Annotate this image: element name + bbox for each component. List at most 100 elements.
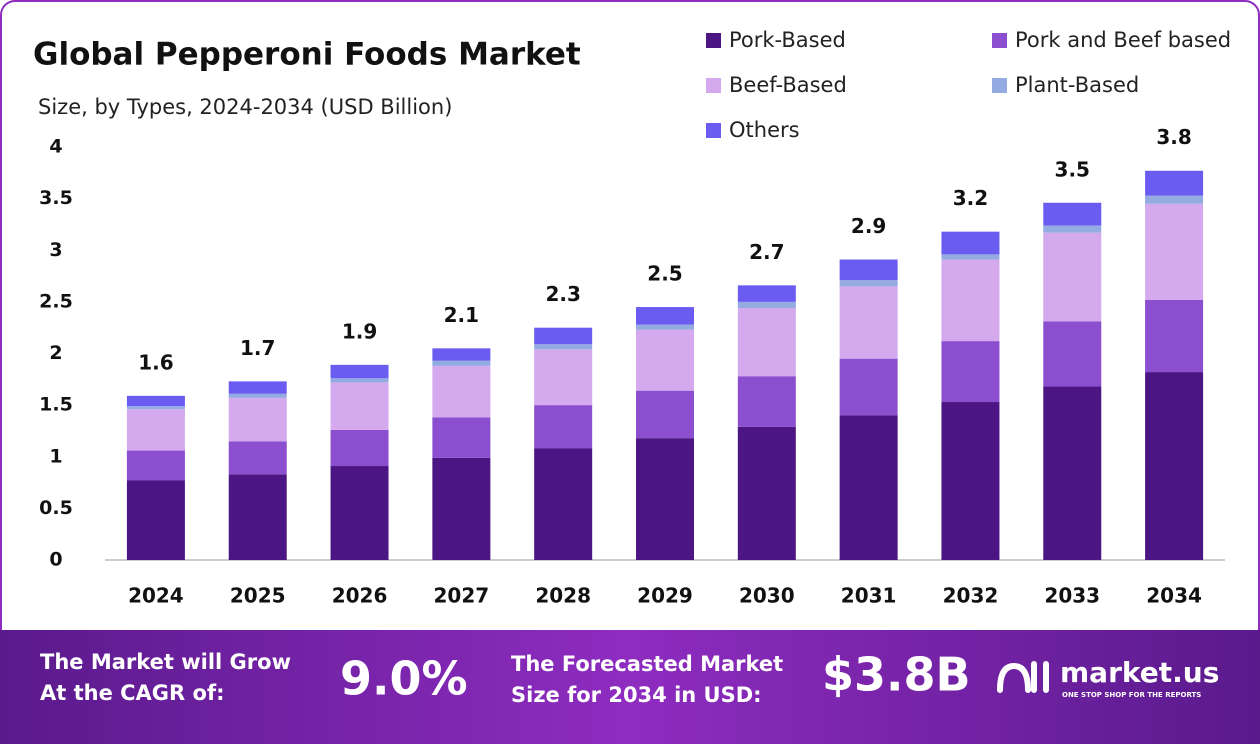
bar-segment [432, 417, 491, 458]
bar-segment [126, 406, 185, 410]
x-tick-label: 2030 [739, 584, 795, 608]
x-tick-label: 2031 [841, 584, 897, 608]
legend-swatch [992, 33, 1007, 48]
bar-segment [534, 448, 593, 560]
bar-segment [941, 402, 1000, 560]
bar-segment [432, 348, 491, 361]
y-tick-label: 2 [49, 342, 62, 364]
bar-segment [432, 457, 491, 560]
y-tick-label: 3.5 [39, 187, 73, 209]
total-label: 1.7 [240, 336, 275, 360]
bar-segment [1043, 386, 1102, 560]
legend-swatch [992, 78, 1007, 93]
bar-segment [534, 327, 593, 345]
bar-segment [228, 441, 287, 475]
forecast-text: The Forecasted Market [511, 652, 783, 676]
legend-label: Pork-Based [729, 28, 846, 52]
bar-segment [839, 286, 898, 359]
total-label: 1.6 [138, 350, 173, 374]
bar-segment [330, 429, 389, 467]
cagr-value: 9.0% [340, 652, 468, 706]
bar-segment [330, 382, 389, 430]
brand-name: market.us [1060, 656, 1219, 689]
legend-label: Pork and Beef based [1015, 28, 1231, 52]
x-tick-label: 2027 [434, 584, 490, 608]
bar-segment [228, 397, 287, 442]
legend-label: Plant-Based [1015, 73, 1139, 97]
bar-segment [839, 415, 898, 560]
bar-segment [737, 426, 796, 560]
x-tick-label: 2024 [128, 584, 184, 608]
bar-segment [228, 381, 287, 394]
bar-segment [941, 231, 1000, 255]
footer-banner [0, 630, 1260, 744]
cagr-text: At the CAGR of: [40, 681, 225, 705]
bar-segment [432, 360, 491, 366]
y-tick-label: 1 [49, 445, 62, 467]
bar-segment [737, 285, 796, 302]
bar-segment [126, 395, 185, 407]
bar-segment [636, 307, 694, 325]
total-label: 2.1 [444, 303, 479, 327]
y-tick-label: 2.5 [39, 290, 73, 312]
bar-segment [1145, 170, 1204, 196]
bar-segment [126, 409, 185, 451]
bar-segment [534, 349, 593, 406]
bar-segment [1043, 202, 1102, 226]
legend-label: Others [729, 118, 800, 142]
x-tick-label: 2026 [332, 584, 388, 608]
total-label: 2.3 [545, 282, 580, 306]
bar-segment [636, 390, 694, 439]
total-label: 2.7 [749, 240, 784, 264]
total-label: 3.2 [953, 186, 988, 210]
total-label: 2.9 [851, 214, 886, 238]
bar-segment [737, 301, 796, 309]
brand-tagline: ONE STOP SHOP FOR THE REPORTS [1062, 691, 1201, 699]
legend-swatch [706, 123, 721, 138]
bar-segment [1145, 195, 1204, 204]
total-label: 1.9 [342, 319, 377, 343]
y-tick-label: 0.5 [39, 497, 73, 519]
bar-segment [1043, 232, 1102, 322]
bar-segment [126, 450, 185, 481]
legend-swatch [706, 78, 721, 93]
x-tick-label: 2029 [637, 584, 693, 608]
bar-segment [126, 480, 185, 560]
bar-segment [228, 393, 287, 398]
bar-segment [839, 358, 898, 416]
chart-title: Global Pepperoni Foods Market [33, 37, 581, 73]
cagr-text: The Market will Grow [40, 650, 291, 674]
bar-segment [737, 308, 796, 377]
bar-segment [330, 466, 389, 560]
y-tick-label: 1.5 [39, 394, 73, 416]
forecast-text: Size for 2034 in USD: [511, 683, 762, 707]
x-tick-label: 2033 [1044, 584, 1100, 608]
total-label: 2.5 [647, 262, 682, 286]
bar-segment [330, 364, 389, 379]
y-tick-label: 0 [49, 549, 62, 571]
bar-segment [432, 365, 491, 418]
bar-segment [1145, 372, 1204, 560]
x-tick-label: 2032 [943, 584, 999, 608]
bar-segment [330, 378, 389, 383]
y-tick-label: 4 [49, 136, 62, 158]
x-tick-label: 2034 [1146, 584, 1202, 608]
y-tick-label: 3 [49, 239, 62, 261]
bar-segment [1145, 299, 1204, 373]
bar-segment [534, 344, 593, 350]
x-tick-label: 2028 [535, 584, 591, 608]
brand-logo [997, 661, 1049, 693]
bar-segment [1043, 225, 1102, 233]
bar-segment [941, 341, 1000, 403]
legend-label: Beef-Based [729, 73, 847, 97]
total-label: 3.8 [1156, 125, 1191, 149]
bar-segment [839, 280, 898, 287]
bar-segment [228, 474, 287, 560]
bar-segment [1145, 203, 1204, 300]
bar-segment [636, 329, 694, 391]
total-label: 3.5 [1055, 157, 1090, 181]
x-tick-label: 2025 [230, 584, 286, 608]
bar-segment [1043, 321, 1102, 387]
